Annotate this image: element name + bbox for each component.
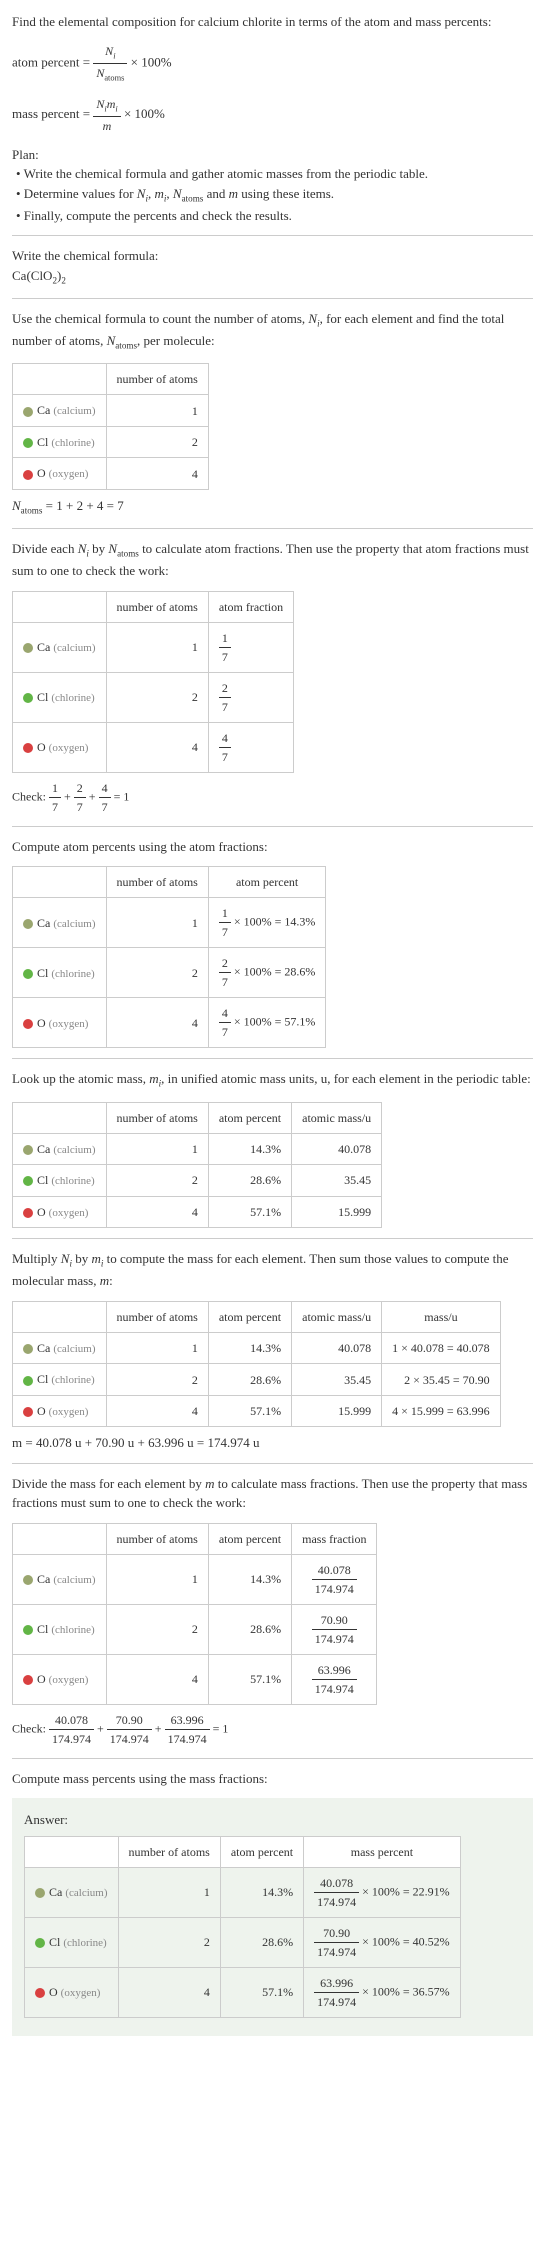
m-equation: m = 40.078 u + 70.90 u + 63.996 u = 174.… bbox=[12, 1433, 533, 1453]
divider bbox=[12, 235, 533, 236]
atom-percent-formula: atom percent = NiNatoms × 100% bbox=[12, 42, 533, 85]
divide-mass-intro: Divide the mass for each element by m to… bbox=[12, 1474, 533, 1513]
check-1: Check: 17 + 27 + 47 = 1 bbox=[12, 779, 533, 816]
atom-percent-table: number of atomsatom percent Ca (calcium)… bbox=[12, 866, 326, 1048]
chem-formula-label: Write the chemical formula: bbox=[12, 246, 533, 266]
divider bbox=[12, 1463, 533, 1464]
table-row: Cl (chlorine)228.6%35.45 bbox=[13, 1165, 382, 1197]
multiply-intro: Multiply Ni by mi to compute the mass fo… bbox=[12, 1249, 533, 1291]
table-row: Ca (calcium)114.3%40.078 bbox=[13, 1133, 382, 1165]
table-row: Ca (calcium)114.3%40.0781 × 40.078 = 40.… bbox=[13, 1332, 501, 1364]
compute-atom-percents-label: Compute atom percents using the atom fra… bbox=[12, 837, 533, 857]
natoms-equation: Natoms = 1 + 2 + 4 = 7 bbox=[12, 496, 533, 518]
table-row: O (oxygen)447 bbox=[13, 722, 294, 772]
table-row: Cl (chlorine)227 bbox=[13, 672, 294, 722]
table-row: O (oxygen)447 × 100% = 57.1% bbox=[13, 998, 326, 1048]
divider bbox=[12, 826, 533, 827]
divider bbox=[12, 1058, 533, 1059]
divide-intro: Divide each Ni by Natoms to calculate at… bbox=[12, 539, 533, 581]
plan-title: Plan: bbox=[12, 145, 533, 165]
table-row: Ca (calcium)117 × 100% = 14.3% bbox=[13, 898, 326, 948]
table-row: Cl (chlorine)227 × 100% = 28.6% bbox=[13, 948, 326, 998]
intro-text: Find the elemental composition for calci… bbox=[12, 12, 533, 32]
mass-percent-formula: mass percent = Nimim × 100% bbox=[12, 95, 533, 135]
divider bbox=[12, 528, 533, 529]
table-row: Ca (calcium)114.3%40.078174.974 bbox=[13, 1554, 377, 1604]
table-row: Ca (calcium)117 bbox=[13, 622, 294, 672]
divider bbox=[12, 1238, 533, 1239]
plan-bullet-3: • Finally, compute the percents and chec… bbox=[16, 206, 533, 226]
count-intro: Use the chemical formula to count the nu… bbox=[12, 309, 533, 353]
chem-formula: Ca(ClO2)2 bbox=[12, 266, 533, 288]
compute-mass-percents-label: Compute mass percents using the mass fra… bbox=[12, 1769, 533, 1789]
atomic-mass-table: number of atomsatom percentatomic mass/u… bbox=[12, 1102, 382, 1229]
mass-table: number of atomsatom percentatomic mass/u… bbox=[12, 1301, 501, 1428]
table-row: O (oxygen)4 bbox=[13, 458, 209, 490]
chem-formula-section: Write the chemical formula: Ca(ClO2)2 bbox=[12, 246, 533, 288]
plan-section: Plan: • Write the chemical formula and g… bbox=[12, 145, 533, 226]
table-row: O (oxygen)457.1%63.996174.974 bbox=[13, 1654, 377, 1704]
plan-bullet-2: • Determine values for Ni, mi, Natoms an… bbox=[16, 184, 533, 206]
atoms-count-table: number of atoms Ca (calcium)1 Cl (chlori… bbox=[12, 363, 209, 490]
table-row: O (oxygen)457.1%63.996174.974 × 100% = 3… bbox=[25, 1967, 461, 2017]
atom-fraction-table: number of atomsatom fraction Ca (calcium… bbox=[12, 591, 294, 773]
lookup-intro: Look up the atomic mass, mi, in unified … bbox=[12, 1069, 533, 1091]
table-row: Cl (chlorine)228.6%35.452 × 35.45 = 70.9… bbox=[13, 1364, 501, 1396]
table-row: Cl (chlorine)228.6%70.90174.974 bbox=[13, 1604, 377, 1654]
table-row: Cl (chlorine)2 bbox=[13, 426, 209, 458]
answer-label: Answer: bbox=[24, 1810, 521, 1830]
plan-bullet-1: • Write the chemical formula and gather … bbox=[16, 164, 533, 184]
table-row: Ca (calcium)1 bbox=[13, 395, 209, 427]
divider bbox=[12, 1758, 533, 1759]
check-2: Check: 40.078174.974 + 70.90174.974 + 63… bbox=[12, 1711, 533, 1748]
table-row: Ca (calcium)114.3%40.078174.974 × 100% =… bbox=[25, 1867, 461, 1917]
table-row: O (oxygen)457.1%15.9994 × 15.999 = 63.99… bbox=[13, 1395, 501, 1427]
mass-fraction-table: number of atomsatom percentmass fraction… bbox=[12, 1523, 377, 1705]
answer-box: Answer: number of atomsatom percentmass … bbox=[12, 1798, 533, 2036]
table-row: O (oxygen)457.1%15.999 bbox=[13, 1196, 382, 1228]
answer-table: number of atomsatom percentmass percent … bbox=[24, 1836, 461, 2018]
divider bbox=[12, 298, 533, 299]
intro-line1: Find the elemental composition for calci… bbox=[12, 14, 491, 29]
table-row: Cl (chlorine)228.6%70.90174.974 × 100% =… bbox=[25, 1917, 461, 1967]
